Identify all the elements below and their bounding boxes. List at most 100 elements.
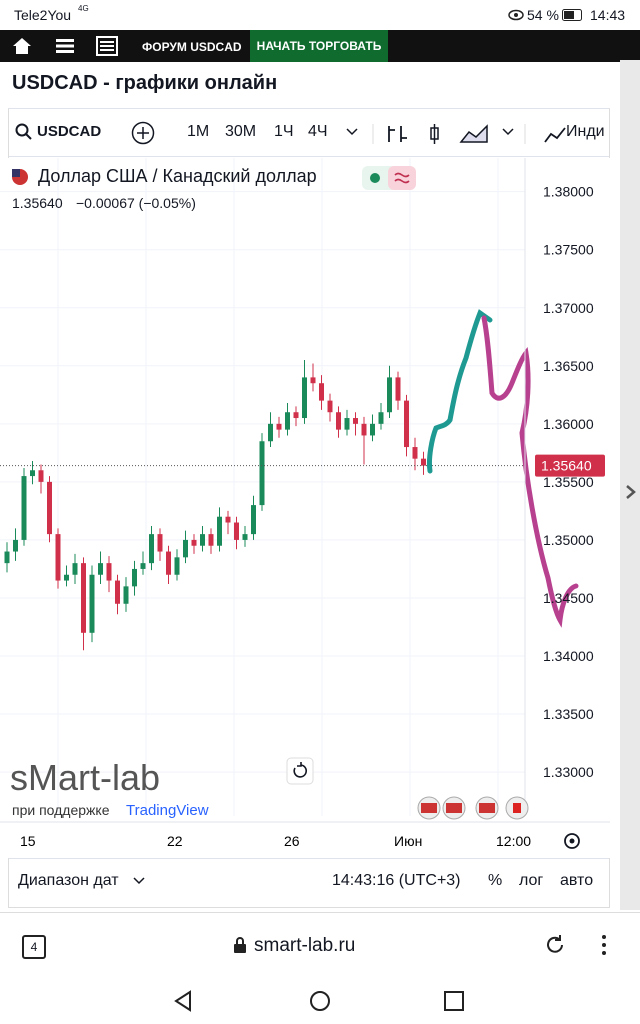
compare-icon[interactable] [131,121,155,145]
candle-body [276,423,282,430]
browser-bar: 4 smart-lab.ru [0,912,640,977]
candle-body [421,458,426,466]
candle-body [55,534,61,581]
news-icon[interactable] [96,36,118,56]
battery-icon [562,9,582,21]
y-tick-label: 1.33500 [543,706,594,722]
search-icon[interactable] [15,123,33,141]
drawing-teal [427,309,493,474]
candles [0,359,525,651]
y-tick-label: 1.37500 [543,242,594,258]
url[interactable]: smart-lab.ru [254,935,356,956]
candle-body [89,574,95,633]
more-icon[interactable] [600,934,608,956]
percent-toggle[interactable]: % [488,872,503,889]
candle-body [132,568,137,587]
y-tick-label: 1.34500 [543,590,594,606]
eye-icon [508,9,524,21]
plot-background [0,158,610,858]
reload-icon[interactable] [544,934,566,956]
legend-change: −0.00067 (−0.05%) [76,195,196,211]
candle-body [38,470,44,482]
candle-body [242,534,248,540]
interval[interactable]: 4Ч [308,123,328,140]
reset-button[interactable] [286,757,314,785]
flag-icon [12,169,20,177]
settings-icon[interactable] [564,833,580,849]
candle-body [234,522,239,540]
watermark-provider[interactable]: TradingView [126,802,209,819]
x-axis-label: 12:00 [496,833,531,849]
x-axis-label: Июн [394,833,422,849]
market-dot [370,173,380,183]
x-axis-label: 22 [167,833,183,849]
candle-body [217,516,222,546]
delayed-badge [388,166,416,190]
last-price-badge [535,454,605,477]
side-handle[interactable] [620,60,640,910]
menu-icon[interactable] [56,39,74,53]
candle-body [21,476,27,540]
candle-body [259,441,265,506]
page-title: USDCAD - графики онлайн [12,72,278,94]
candle-body [191,539,197,546]
network: 4G [78,4,89,13]
candle-body [64,574,69,581]
auto-toggle[interactable]: авто [560,872,594,889]
interval[interactable]: 30М [225,123,257,140]
candle-body [208,534,214,546]
bottom-toolbar: Диапазон дат 14:43:16 (UTC+3) % лог авто [9,858,609,905]
candle-body [395,377,401,401]
candle-body [310,377,316,384]
watermark-support: при поддержке [12,802,110,818]
candle-body [30,470,35,477]
price-axis: 1.33000 1.33500 1.34000 1.34500 1.35000 1.355… [535,184,605,780]
log-toggle[interactable]: лог [519,872,544,889]
candle-body [412,447,418,459]
lock-icon [234,937,246,953]
candle-body [327,400,333,413]
chart: 1.33000 1.33500 1.34000 1.34500 1.35000 1.355… [0,158,610,858]
chevron [133,877,145,885]
candle-body [72,563,78,575]
tab-count[interactable]: 4 [22,935,46,959]
candle-body [47,481,52,535]
grid [0,158,525,816]
candle-body [285,412,290,430]
candle-body [293,412,299,419]
candle-body [251,505,256,535]
candle-body [361,423,367,436]
candle-body [81,563,86,633]
candle-body [174,557,180,575]
home-icon[interactable] [12,37,32,55]
system-buttons[interactable] [172,990,472,1012]
clock: 14:43 [590,7,626,23]
indicators[interactable]: Инди [566,123,605,140]
candle-body [353,418,358,424]
toolbar-icons [346,124,566,144]
candle-body [183,539,188,558]
y-tick-label: 1.37000 [543,300,594,316]
candle-body [302,377,307,419]
y-tick-label: 1.36000 [543,416,594,432]
date-range[interactable]: Диапазон дат [18,872,119,889]
interval[interactable]: 1Ч [274,123,294,140]
interval[interactable]: 1М [187,123,210,140]
carrier: Tele2You [14,7,72,23]
symbol-name: Доллар США / Канадский доллар [38,166,317,186]
candle-body [106,563,112,581]
candle-body [98,563,103,575]
x-axis-label: 15 [20,833,36,849]
candle-body [123,586,129,604]
trade-button[interactable]: НАЧАТЬ ТОРГОВАТЬ [250,30,388,62]
candle-body [344,418,350,430]
symbol[interactable]: USDCAD [37,123,102,140]
drawing-magenta [481,315,579,628]
candle-body [166,551,171,575]
candle-body [149,534,154,564]
y-tick-label: 1.36500 [543,358,594,374]
event-icons[interactable] [417,796,529,820]
chart-toolbar: USDCAD 1М 30М 1Ч 4Ч Инди [9,110,609,157]
forum-link[interactable]: ФОРУМ USDCAD [142,40,242,54]
